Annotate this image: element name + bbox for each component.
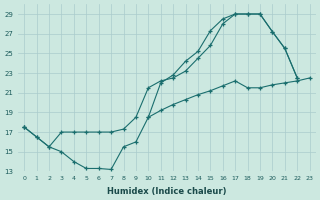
X-axis label: Humidex (Indice chaleur): Humidex (Indice chaleur) — [107, 187, 227, 196]
